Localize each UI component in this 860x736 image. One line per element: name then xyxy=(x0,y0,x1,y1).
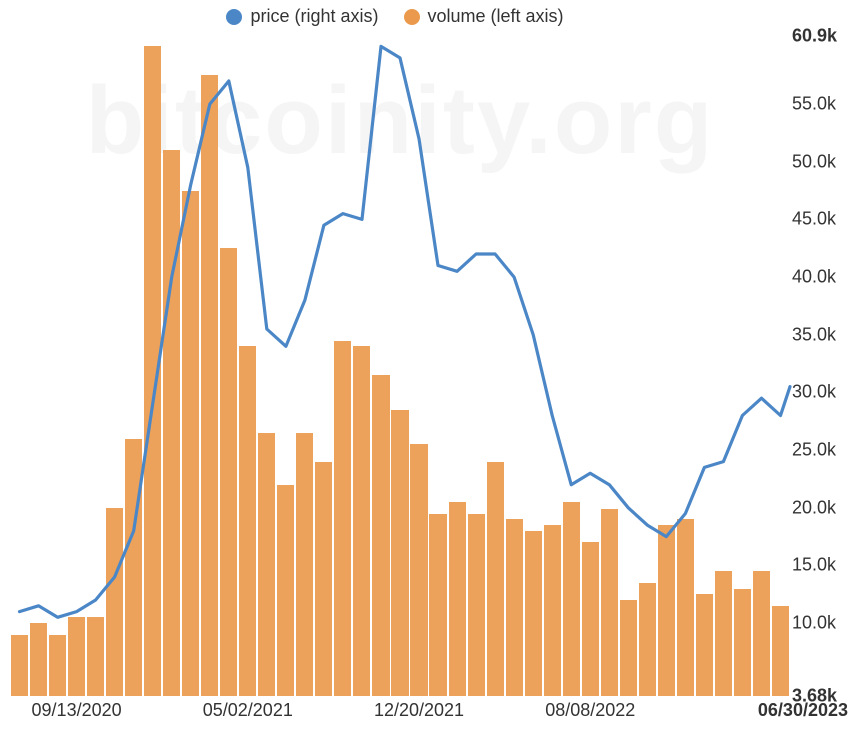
legend-dot-volume xyxy=(404,9,420,25)
x-tick: 05/02/2021 xyxy=(203,700,293,721)
x-tick: 08/08/2022 xyxy=(545,700,635,721)
y-tick: 60.9k xyxy=(792,26,858,47)
y-axis-right: 60.9k55.0k50.0k45.0k40.0k35.0k30.0k25.0k… xyxy=(792,36,858,696)
x-tick: 12/20/2021 xyxy=(374,700,464,721)
y-tick: 50.0k xyxy=(792,151,858,172)
legend-label-volume: volume (left axis) xyxy=(428,6,564,27)
y-tick: 40.0k xyxy=(792,267,858,288)
x-tick: 06/30/2023 xyxy=(758,700,848,721)
x-axis: 09/13/2020 05/02/2021 12/20/2021 08/08/2022… xyxy=(10,700,850,730)
y-tick: 55.0k xyxy=(792,94,858,115)
y-tick: 30.0k xyxy=(792,382,858,403)
y-tick: 35.0k xyxy=(792,324,858,345)
y-tick: 15.0k xyxy=(792,555,858,576)
chart-container: price (right axis) volume (left axis) bi… xyxy=(0,0,860,736)
x-tick: 09/13/2020 xyxy=(32,700,122,721)
y-tick: 20.0k xyxy=(792,497,858,518)
price-line-layer xyxy=(10,36,790,696)
legend-item-price: price (right axis) xyxy=(226,6,378,27)
price-line xyxy=(20,46,791,617)
legend: price (right axis) volume (left axis) xyxy=(0,6,790,30)
legend-item-volume: volume (left axis) xyxy=(404,6,564,27)
plot-area: bitcoinity.org xyxy=(10,36,790,696)
y-tick: 10.0k xyxy=(792,613,858,634)
legend-dot-price xyxy=(226,9,242,25)
legend-label-price: price (right axis) xyxy=(250,6,378,27)
y-tick: 25.0k xyxy=(792,440,858,461)
y-tick: 45.0k xyxy=(792,209,858,230)
